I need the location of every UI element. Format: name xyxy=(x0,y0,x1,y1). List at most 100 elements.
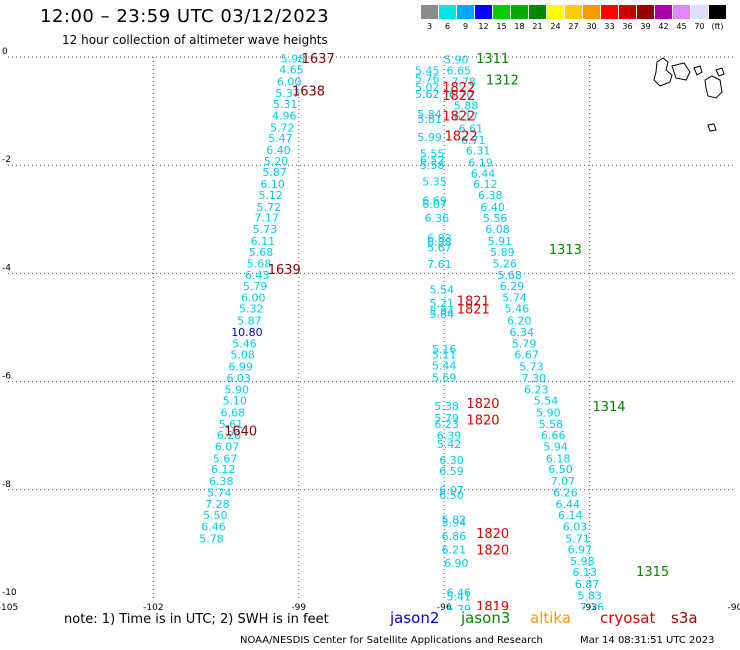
wave-height-value: 5.55 xyxy=(420,147,445,160)
scale-swatch xyxy=(619,5,636,19)
wave-height-value: 5.90 xyxy=(536,406,561,419)
scale-label: 30 xyxy=(586,22,597,31)
scale-swatch xyxy=(529,5,546,19)
x-tick-label: -99 xyxy=(291,603,306,610)
wave-height-value: 7.26 xyxy=(580,601,605,610)
wave-height-value: 6.10 xyxy=(260,178,285,191)
wave-height-value: 5.73 xyxy=(519,360,544,373)
wave-height-value: 6.34 xyxy=(509,326,534,339)
wave-height-value: 6.46 xyxy=(201,521,226,534)
wave-height-value: 6.28 xyxy=(217,429,242,442)
scale-label: 24 xyxy=(550,22,561,31)
wave-height-value: 6.07 xyxy=(422,198,447,211)
wave-height-value: 6.36 xyxy=(425,212,450,225)
wave-height-value: 5.79 xyxy=(434,412,459,425)
wave-height-value: 5.94 xyxy=(543,441,568,454)
wave-height-value: 6.99 xyxy=(228,360,253,373)
wave-height-value: 6.03 xyxy=(563,521,588,534)
island-outline xyxy=(715,67,725,77)
scale-label: 36 xyxy=(622,22,633,31)
wave-height-value: 6.03 xyxy=(226,372,251,385)
wave-height-value: 5.91 xyxy=(488,235,513,248)
wave-height-value: 5.67 xyxy=(213,452,238,465)
pass-label: 1819 xyxy=(476,608,509,610)
wave-height-value: 6.30 xyxy=(439,454,464,467)
wave-height-value: 5.10 xyxy=(223,395,248,408)
wave-height-value: 6.17 xyxy=(454,111,479,124)
credit-line: NOAA/NESDIS Center for Satellite Applica… xyxy=(240,635,543,646)
wave-height-plot: -105-102-99-96-93-900-2-4-6-8-10 5.984.6… xyxy=(0,47,740,610)
wave-height-value: 6.12 xyxy=(211,463,236,476)
wave-height-value: 6.12 xyxy=(473,178,498,191)
pass-label: 1820 xyxy=(476,527,509,542)
wave-height-value: 6.00 xyxy=(241,292,266,305)
wave-height-value: 5.72 xyxy=(270,121,295,134)
wave-height-value: 7.61 xyxy=(427,258,452,271)
wave-height-value: 7.30 xyxy=(522,372,547,385)
wave-height-value: 6.11 xyxy=(251,235,276,248)
wave-height-value: 6.23 xyxy=(434,418,459,431)
wave-height-value: 6.39 xyxy=(437,430,462,443)
wave-height-value: 6.29 xyxy=(500,280,525,293)
scale-swatch xyxy=(583,5,600,19)
wave-height-value: 5.20 xyxy=(264,155,289,168)
satellite-legend-cryosat: cryosat xyxy=(600,609,656,627)
pass-label: 1822 xyxy=(442,89,475,104)
wave-height-value: 6.18 xyxy=(546,452,571,465)
scale-label: 21 xyxy=(532,22,543,31)
wave-height-value: 5.68 xyxy=(497,269,522,282)
wave-height-value: 5.71 xyxy=(565,532,590,545)
wave-height-value: 5.79 xyxy=(243,280,268,293)
wave-height-value: 5.89 xyxy=(490,246,515,259)
wave-height-value: 6.13 xyxy=(573,566,598,579)
scale-swatch xyxy=(511,5,528,19)
wave-height-value: 5.76 xyxy=(415,73,440,86)
wave-height-value: 6.40 xyxy=(480,201,505,214)
scale-label: 12 xyxy=(478,22,489,31)
scale-label: 33 xyxy=(604,22,615,31)
wave-height-value: 5.78 xyxy=(199,532,224,545)
wave-height-value: 5.67 xyxy=(427,241,452,254)
pass-label: 1312 xyxy=(486,74,519,89)
scale-swatch xyxy=(547,5,564,19)
scale-label: 70 xyxy=(694,22,705,31)
y-tick-label: -8 xyxy=(2,480,11,490)
wave-height-value: 5.46 xyxy=(505,303,530,316)
scale-label: 15 xyxy=(496,22,507,31)
wave-height-value: 6.44 xyxy=(471,167,496,180)
wave-height-value: 5.45 xyxy=(415,65,440,78)
wave-height-value: 5.68 xyxy=(249,246,274,259)
wave-height-value: 6.46 xyxy=(446,587,471,600)
y-tick-label: -4 xyxy=(2,263,11,273)
pass-label: 1637 xyxy=(302,52,335,67)
scale-label: 18 xyxy=(514,22,525,31)
grid-lines xyxy=(8,56,735,598)
satellite-legend-jason2: jason2 xyxy=(390,609,440,627)
wave-height-value: 5.16 xyxy=(432,343,457,356)
pass-label: 1819 xyxy=(476,600,509,610)
wave-height-value: 6.70 xyxy=(449,88,474,101)
wave-height-value: 5.50 xyxy=(203,509,228,522)
wave-height-value: 6.87 xyxy=(575,578,600,591)
x-tick-label: -90 xyxy=(728,603,740,610)
scale-label: 9 xyxy=(462,22,469,31)
wave-height-value: 6.71 xyxy=(461,134,486,147)
wave-height-value: 7.17 xyxy=(255,212,280,225)
wave-height-value: 6.68 xyxy=(221,406,246,419)
scale-swatch xyxy=(637,5,654,19)
wave-height-value: 5.72 xyxy=(257,201,282,214)
wave-height-value: 5.90 xyxy=(225,384,250,397)
pass-label: 1315 xyxy=(636,565,669,580)
scale-label: 42 xyxy=(658,22,669,31)
scale-label: 3 xyxy=(426,22,433,31)
island-outline xyxy=(707,123,717,132)
pass-label: 1314 xyxy=(592,400,625,415)
scale-swatch xyxy=(457,5,474,19)
wave-height-value: 5.87 xyxy=(262,166,287,179)
wave-height-value: 6.38 xyxy=(478,189,503,202)
pass-label: 1638 xyxy=(292,85,325,100)
wave-height-value: 6.67 xyxy=(514,349,539,362)
wave-height-value: 5.69 xyxy=(432,371,457,384)
wave-height-value: 6.40 xyxy=(266,144,291,157)
scale-swatch xyxy=(475,5,492,19)
